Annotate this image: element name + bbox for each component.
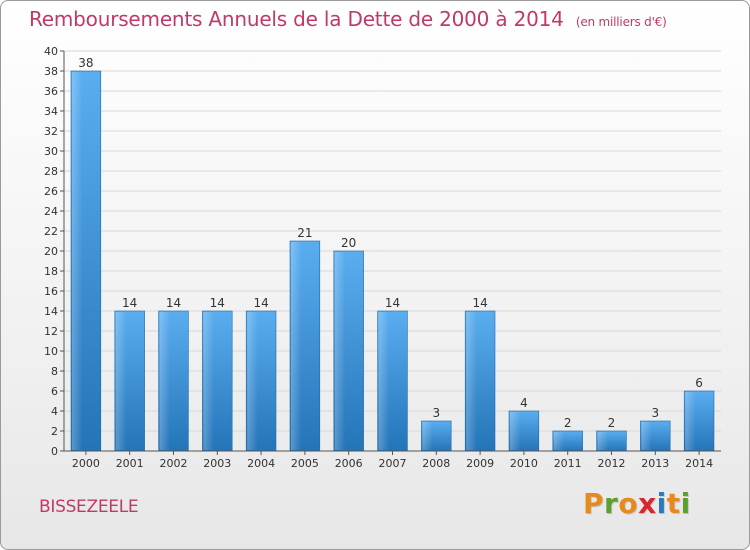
y-tick-label: 2 xyxy=(51,425,58,438)
y-tick-label: 8 xyxy=(51,365,58,378)
data-label: 4 xyxy=(520,396,528,410)
y-tick-label: 10 xyxy=(44,345,58,358)
x-tick-label: 2014 xyxy=(685,457,713,470)
x-tick-label: 2013 xyxy=(641,457,669,470)
bar-highlight xyxy=(422,422,433,450)
proxiti-logo: Proxiti xyxy=(583,487,691,520)
data-label: 14 xyxy=(385,296,400,310)
bar-highlight xyxy=(378,312,390,450)
bar-highlight xyxy=(247,312,258,450)
x-tick-label: 2009 xyxy=(466,457,494,470)
bar-highlight xyxy=(641,422,652,450)
logo-letter: P xyxy=(583,487,605,520)
data-label: 3 xyxy=(432,406,440,420)
y-tick-label: 34 xyxy=(44,105,58,118)
y-tick-label: 18 xyxy=(44,265,58,278)
bar-highlight xyxy=(597,432,609,450)
y-tick-label: 24 xyxy=(44,205,58,218)
y-tick-label: 26 xyxy=(44,185,58,198)
data-label: 2 xyxy=(608,416,616,430)
x-tick-label: 2011 xyxy=(554,457,582,470)
x-tick-label: 2001 xyxy=(116,457,144,470)
x-tick-label: 2003 xyxy=(203,457,231,470)
x-tick-label: 2012 xyxy=(598,457,626,470)
chart-title-text: Remboursements Annuels de la Dette de 20… xyxy=(29,7,564,31)
y-tick-label: 20 xyxy=(44,245,58,258)
bar-highlight xyxy=(291,242,302,450)
chart-subtitle: (en milliers d'€) xyxy=(575,15,667,29)
logo-letter: t xyxy=(666,487,681,520)
x-tick-label: 2004 xyxy=(247,457,275,470)
x-tick-label: 2000 xyxy=(72,457,100,470)
bar-highlight xyxy=(334,252,346,450)
data-label: 38 xyxy=(78,56,93,70)
bar-highlight xyxy=(553,432,565,450)
y-tick-label: 22 xyxy=(44,225,58,238)
x-tick-label: 2008 xyxy=(422,457,450,470)
x-tick-label: 2002 xyxy=(160,457,188,470)
y-tick-label: 40 xyxy=(44,45,58,58)
data-label: 21 xyxy=(297,226,312,240)
data-label: 20 xyxy=(341,236,356,250)
chart-title: Remboursements Annuels de la Dette de 20… xyxy=(29,7,667,31)
bar-highlight xyxy=(510,412,521,450)
y-tick-label: 28 xyxy=(44,165,58,178)
labels-layer: 38 14 14 14 14 21 20 14 3 14 4 2 2 3 6 xyxy=(78,56,703,430)
data-label: 6 xyxy=(695,376,703,390)
x-tick-label: 2007 xyxy=(379,457,407,470)
y-tick-label: 12 xyxy=(44,325,58,338)
bar-highlight xyxy=(466,312,477,450)
y-tick-label: 36 xyxy=(44,85,58,98)
logo-letter: i xyxy=(680,487,691,520)
y-tick-label: 32 xyxy=(44,125,58,138)
data-label: 14 xyxy=(122,296,137,310)
axis-layer: 0246810121416182022242628303234363840200… xyxy=(44,45,721,470)
logo-letter: i xyxy=(656,487,667,520)
data-label: 2 xyxy=(564,416,572,430)
data-label: 3 xyxy=(651,406,659,420)
y-tick-label: 4 xyxy=(51,405,58,418)
town-name: BISSEZEELE xyxy=(39,497,139,517)
bars-layer xyxy=(70,70,715,452)
data-label: 14 xyxy=(472,296,487,310)
data-label: 14 xyxy=(210,296,225,310)
logo-letter: o xyxy=(618,487,639,520)
logo-letter: x xyxy=(638,487,657,520)
y-tick-label: 16 xyxy=(44,285,58,298)
logo-letter: r xyxy=(604,487,619,520)
data-label: 14 xyxy=(166,296,181,310)
y-tick-label: 6 xyxy=(51,385,58,398)
bar-highlight xyxy=(72,72,83,450)
bar-highlight xyxy=(159,312,171,450)
x-tick-label: 2005 xyxy=(291,457,319,470)
data-label: 14 xyxy=(253,296,268,310)
x-tick-label: 2010 xyxy=(510,457,538,470)
y-tick-label: 30 xyxy=(44,145,58,158)
bar-highlight xyxy=(685,392,696,450)
y-tick-label: 14 xyxy=(44,305,58,318)
y-tick-label: 38 xyxy=(44,65,58,78)
y-tick-label: 0 xyxy=(51,445,58,458)
x-tick-label: 2006 xyxy=(335,457,363,470)
bar-highlight xyxy=(203,312,214,450)
bar-highlight xyxy=(115,312,127,450)
